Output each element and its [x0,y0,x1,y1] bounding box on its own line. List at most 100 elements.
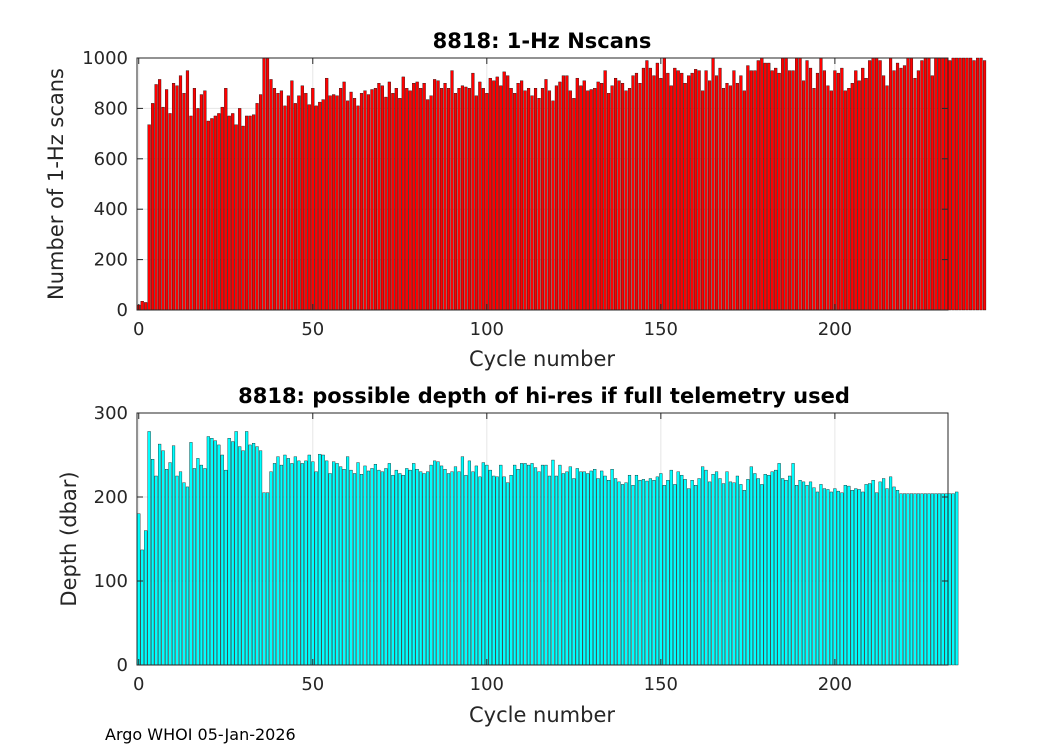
bar-nscans-199 [829,90,833,311]
bar-depth-113 [530,463,534,666]
bar-depth-152 [666,480,670,666]
bar-depth-189 [795,485,799,666]
bar-depth-172 [735,475,739,666]
bar-depth-71 [384,468,388,666]
bar-depth-130 [589,470,593,666]
bar-depth-5 [154,475,158,666]
bar-depth-185 [781,478,785,666]
bar-depth-145 [641,479,646,666]
bar-nscans-142 [631,75,635,311]
bar-depth-224 [916,493,920,666]
bar-depth-173 [739,484,743,666]
bar-nscans-137 [614,77,618,311]
bar-nscans-140 [624,90,628,311]
bar-depth-41 [279,464,284,666]
bar-depth-158 [687,488,691,666]
bar-nscans-212 [875,57,879,311]
bar-nscans-232 [944,57,948,311]
bar-nscans-203 [843,90,847,311]
bar-depth-183 [774,469,778,666]
bar-depth-102 [492,475,496,666]
bar-depth-98 [478,476,482,666]
bar-depth-75 [398,473,402,666]
bar-nscans-87 [439,88,444,311]
bar-nscans-92 [457,88,461,311]
bar-depth-188 [791,463,795,666]
bar-depth-209 [864,484,868,666]
bar-depth-223 [913,493,917,666]
bar-nscans-194 [812,88,816,311]
bar-depth-42 [283,454,287,666]
bar-nscans-126 [575,77,579,311]
bar-depth-231 [941,493,945,666]
bar-nscans-214 [882,75,886,311]
bar-nscans-67 [370,89,374,311]
bar-nscans-162 [701,90,705,311]
bar-depth-194 [812,487,816,666]
bar-depth-65 [363,465,367,666]
bar-depth-163 [704,469,708,666]
bar-depth-149 [655,476,659,666]
bar-nscans-161 [697,70,701,311]
bar-depth-179 [760,484,764,666]
bar-nscans-94 [464,86,468,311]
bar-depth-10 [171,445,176,666]
bar-depth-150 [659,473,663,666]
bar-nscans-81 [419,88,423,311]
bar-depth-137 [614,478,618,666]
bar-depth-86 [436,461,440,666]
bar-nscans-75 [398,98,402,311]
bar-depth-136 [610,469,614,666]
bar-depth-195 [815,491,820,666]
bar-depth-167 [718,478,722,666]
bar-depth-127 [579,471,583,666]
bar-nscans-18 [199,94,203,311]
bar-nscans-236 [958,57,962,311]
bar-depth-49 [307,454,311,666]
bar-nscans-16 [192,88,196,311]
bar-nscans-85 [433,79,437,311]
bar-depth-62 [352,473,357,666]
bar-nscans-118 [547,90,552,311]
bar-nscans-125 [572,98,576,311]
y-tick-label: 0 [117,300,128,321]
bar-depth-177 [753,473,757,666]
bar-nscans-86 [436,80,440,311]
bar-depth-88 [443,469,447,666]
bar-nscans-205 [850,83,854,311]
bar-depth-45 [293,456,297,666]
bar-nscans-164 [708,80,712,311]
bar-nscans-173 [739,75,743,311]
bar-nscans-192 [805,60,809,311]
bar-nscans-210 [868,60,872,311]
bar-nscans-36 [262,57,266,311]
bar-depth-33 [252,443,256,666]
bar-nscans-82 [422,83,426,311]
bar-nscans-216 [889,57,893,311]
y-tick-label: 300 [94,403,128,424]
bar-nscans-55 [328,95,332,311]
bar-depth-22 [213,440,217,666]
bar-depth-135 [607,480,611,666]
bar-depth-148 [652,480,656,666]
bar-nscans-30 [241,125,245,311]
bar-depth-125 [572,478,576,666]
bar-depth-27 [231,441,235,666]
bar-nscans-134 [603,70,607,311]
bar-nscans-171 [732,70,736,311]
bar-nscans-234 [951,57,955,311]
bar-depth-100 [485,464,489,666]
bar-nscans-101 [488,77,492,311]
bar-depth-21 [210,438,214,666]
bar-nscans-222 [909,57,914,311]
bar-depth-146 [645,480,649,666]
bar-depth-19 [203,468,207,666]
bar-nscans-79 [412,83,416,311]
bar-depth-138 [617,481,621,666]
bar-nscans-50 [311,88,315,311]
bar-nscans-211 [871,57,875,311]
bar-nscans-72 [387,81,391,311]
bar-nscans-206 [854,70,858,311]
bar-depth-16 [192,468,196,666]
bar-depth-153 [669,469,673,666]
